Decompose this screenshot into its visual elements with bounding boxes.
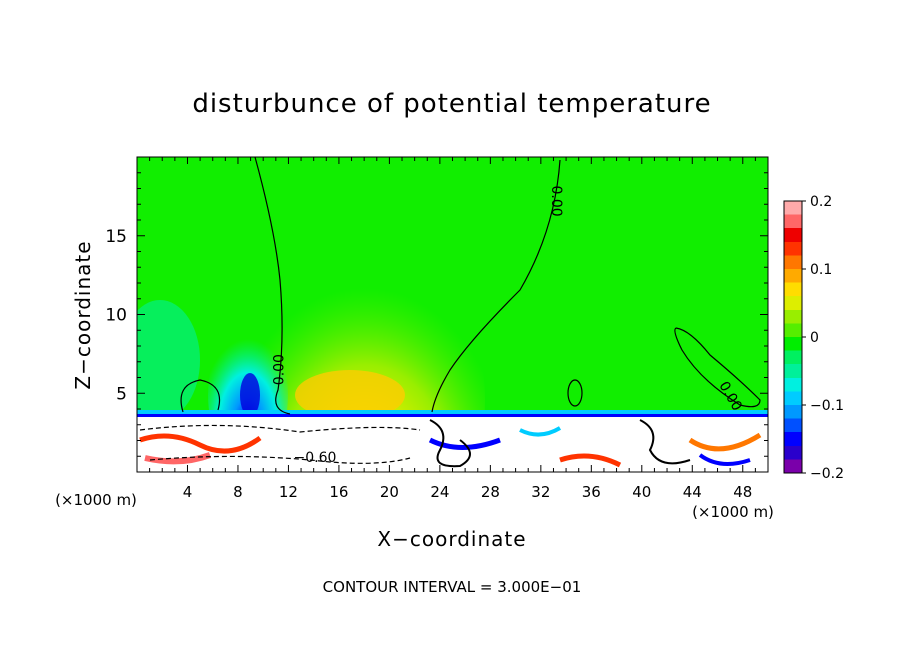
- x-tick-label: 40: [632, 483, 651, 501]
- cold-core: [240, 373, 260, 417]
- left-cool-region: [137, 300, 200, 420]
- colorbar-tick-label: −0.2: [810, 466, 844, 482]
- x-tick-label: 24: [430, 483, 449, 501]
- x-tick-label: 44: [683, 483, 702, 501]
- x-tick-label: 16: [329, 483, 348, 501]
- x-tick-label: 48: [733, 483, 752, 501]
- x-axis-label: X−coordinate: [377, 527, 526, 551]
- y-tick-label: 15: [105, 227, 127, 247]
- chart-title: disturbunce of potential temperature: [192, 89, 711, 119]
- colorbar-tick-label: −0.1: [810, 398, 844, 414]
- x-tick-label: 4: [183, 483, 193, 501]
- surface-band-cyan: [137, 410, 768, 414]
- x-axis-ticks: 4 8 12 16 20 24 28 32 36 40 44 48: [136, 157, 769, 501]
- contour-label: 0.00: [548, 186, 564, 217]
- contour-label: −0.60: [293, 450, 336, 466]
- x-tick-label: 28: [481, 483, 500, 501]
- colorbar-tick-label: 0: [810, 330, 819, 346]
- y-tick-label: 10: [105, 306, 127, 326]
- contour-interval: CONTOUR INTERVAL = 3.000E−01: [323, 578, 582, 596]
- x-unit-left: (×1000 m): [55, 491, 137, 509]
- y-axis-ticks: 5 10 15: [105, 156, 768, 473]
- x-tick-label: 32: [531, 483, 550, 501]
- surface-band-blue: [137, 414, 768, 417]
- y-axis-label: Z−coordinate: [71, 240, 95, 389]
- warm-core: [295, 370, 405, 420]
- colorbar-tick-label: 0.1: [810, 262, 832, 278]
- y-tick-label: 5: [116, 384, 127, 404]
- plot-area: [137, 157, 768, 472]
- x-tick-label: 12: [279, 483, 298, 501]
- x-tick-label: 20: [380, 483, 399, 501]
- x-tick-label: 8: [233, 483, 243, 501]
- colorbar-tick-label: 0.2: [810, 194, 832, 210]
- colorbar-ticks: 0.2 0.1 0 −0.1 −0.2: [802, 194, 844, 482]
- colorbar: [783, 200, 803, 474]
- x-unit-right: (×1000 m): [692, 503, 774, 521]
- x-tick-label: 36: [582, 483, 601, 501]
- contour-label: 0.00: [272, 354, 288, 385]
- contour-lines: [139, 157, 761, 468]
